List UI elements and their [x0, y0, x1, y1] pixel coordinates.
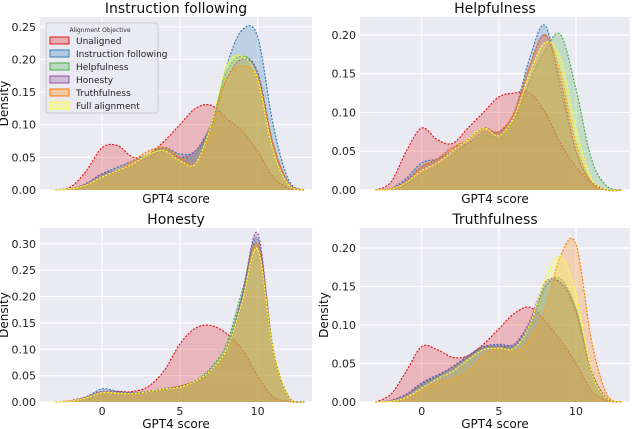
y-tick-label: 0.25 — [12, 264, 37, 277]
subplot-title: Truthfulness — [451, 212, 537, 228]
y-tick-label: 0.15 — [332, 68, 357, 81]
legend-label: Helpfulness — [76, 63, 129, 73]
density-area-instruction-following — [375, 24, 623, 191]
x-tick-label: 5 — [176, 405, 183, 418]
legend-swatch — [49, 88, 70, 97]
subplot-title: Instruction following — [105, 1, 247, 17]
density-area-truthfulness — [55, 242, 305, 403]
density-area-honesty — [375, 278, 623, 402]
y-tick-label: 0.20 — [12, 53, 37, 66]
density-area-unaligned — [55, 325, 305, 403]
density-line-full-alignment — [55, 54, 305, 191]
subplot-title: Honesty — [147, 212, 205, 228]
density-line-truthfulness — [55, 242, 305, 403]
legend-label: Instruction following — [76, 50, 168, 60]
density-line-unaligned — [375, 306, 623, 403]
legend-swatch — [49, 49, 70, 58]
x-tick-label: 10 — [569, 405, 583, 418]
y-tick-label: 0.00 — [12, 396, 37, 409]
y-tick-label: 0.10 — [12, 343, 37, 356]
x-tick-label: 0 — [418, 405, 425, 418]
x-tick-label: 10 — [251, 405, 265, 418]
density-area-instruction-following — [55, 237, 305, 403]
density-area-full-alignment — [375, 41, 623, 191]
legend: Alignment Objective Unaligned Instruction … — [45, 22, 168, 114]
plot-background — [40, 228, 312, 402]
density-area-truthfulness — [55, 65, 305, 190]
legend-frame — [45, 22, 159, 114]
legend-title: Alignment Objective — [69, 27, 130, 34]
subplot-2: 0.00 0.05 0.10 0.15 0.20 0.25 0.30 0 5 10 Honesty G… — [0, 212, 312, 429]
y-tick-label: 0.30 — [12, 238, 37, 251]
density-area-full-alignment — [55, 55, 305, 191]
density-area-unaligned — [375, 91, 623, 191]
density-area-honesty — [55, 232, 305, 403]
y-tick-label: 0.05 — [12, 151, 37, 164]
subplot-title: Helpfulness — [454, 1, 536, 17]
density-line-full-alignment — [375, 254, 623, 403]
y-tick-label: 0.20 — [332, 242, 357, 255]
density-area-truthfulness — [375, 238, 623, 402]
density-line-honesty — [55, 231, 305, 403]
y-tick-label: 0.15 — [332, 281, 357, 294]
subplot-1: 0.00 0.05 0.10 0.15 0.20 Helpfulness GPT4 scor… — [332, 1, 630, 206]
density-area-helpfulness — [55, 242, 305, 403]
legend-swatch — [49, 62, 70, 71]
density-area-honesty — [55, 59, 305, 191]
density-line-truthfulness — [55, 65, 305, 191]
density-area-full-alignment — [55, 248, 305, 403]
density-line-truthfulness — [375, 34, 623, 192]
density-line-helpfulness — [375, 276, 623, 403]
density-area-full-alignment — [375, 255, 623, 402]
y-tick-label: 0.15 — [12, 317, 37, 330]
density-line-unaligned — [55, 103, 305, 191]
y-tick-label: 0.05 — [332, 145, 357, 158]
density-line-unaligned — [375, 90, 623, 192]
y-tick-label: 0.05 — [332, 358, 357, 371]
legend-swatch — [49, 75, 70, 84]
density-area-helpfulness — [55, 56, 305, 190]
density-area-honesty — [375, 34, 623, 191]
y-tick-label: 0.10 — [12, 119, 37, 132]
legend-swatch — [49, 36, 70, 45]
density-area-instruction-following — [375, 280, 623, 402]
density-area-helpfulness — [375, 277, 623, 402]
y-axis-label: Density — [317, 292, 331, 338]
x-axis-label: GPT4 score — [142, 192, 210, 206]
density-area-unaligned — [55, 104, 305, 190]
density-line-full-alignment — [375, 41, 623, 192]
y-tick-label: 0.00 — [12, 184, 37, 197]
legend-label: Unaligned — [76, 37, 121, 47]
legend-label: Honesty — [76, 76, 114, 86]
density-area-truthfulness — [375, 34, 623, 191]
y-tick-label: 0.00 — [332, 184, 357, 197]
x-axis-label: GPT4 score — [142, 417, 210, 429]
x-axis-label: GPT4 score — [461, 192, 529, 206]
legend-label: Truthfulness — [75, 89, 131, 99]
x-tick-label: 5 — [495, 405, 502, 418]
y-tick-label: 0.15 — [12, 86, 37, 99]
y-tick-label: 0.10 — [332, 319, 357, 332]
y-tick-label: 0.25 — [12, 21, 37, 34]
y-tick-label: 0.10 — [332, 106, 357, 119]
plot-background — [360, 17, 630, 190]
legend-label: Full alignment — [76, 102, 140, 112]
density-area-instruction-following — [55, 25, 305, 190]
density-line-helpfulness — [375, 32, 623, 191]
y-tick-label: 0.20 — [12, 291, 37, 304]
y-axis-label: Density — [0, 292, 11, 338]
subplot-3: 0.00 0.05 0.10 0.15 0.20 0 5 10 Truthfulness GPT4… — [317, 212, 630, 429]
subplot-0: 0.00 0.05 0.10 0.15 0.20 0.25 Instruction foll… — [0, 1, 312, 206]
legend-swatch — [49, 101, 70, 110]
x-axis-label: GPT4 score — [461, 417, 529, 429]
y-tick-label: 0.05 — [12, 370, 37, 383]
y-tick-label: 0.20 — [332, 29, 357, 42]
y-axis-label: Density — [0, 81, 11, 127]
x-tick-label: 0 — [99, 405, 106, 418]
y-tick-label: 0.00 — [332, 396, 357, 409]
